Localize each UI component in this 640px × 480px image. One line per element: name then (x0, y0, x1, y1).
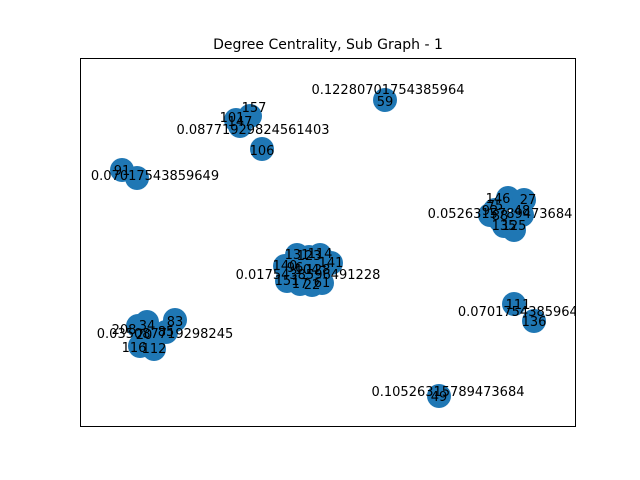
graph-node (502, 292, 526, 316)
node-label: 49 (431, 390, 448, 405)
graph-node (250, 137, 274, 161)
node-label: 135 (492, 219, 517, 234)
node-label: 151 (275, 274, 300, 289)
node-label: 147 (228, 115, 253, 130)
centrality-label: 0.0526315789473684 (428, 207, 573, 222)
figure-title: Degree Centrality, Sub Graph - 1 (213, 37, 443, 53)
graph-node (228, 114, 252, 138)
node-label: 104 (295, 263, 320, 278)
node-label: 141 (319, 256, 344, 271)
node-label: 101 (220, 111, 245, 126)
graph-node (522, 309, 546, 333)
centrality-label: 0.0175438596491228 (236, 268, 381, 283)
cluster-c59: 590.12280701754385964 (311, 83, 465, 112)
graph-node (427, 384, 451, 408)
node-label: 88 (492, 209, 509, 224)
node-label: 131 (285, 248, 310, 263)
node-label: 125 (502, 219, 527, 234)
node-label: 208 (112, 323, 137, 338)
node-label: 27 (520, 193, 537, 208)
centrality-label: 0.07017543859649 (91, 169, 219, 184)
axes-frame (80, 58, 576, 427)
graph-node (132, 323, 156, 347)
cluster-c49: 490.10526315789473684 (371, 384, 525, 408)
node-label: 83 (167, 315, 184, 330)
node-label: 17 (292, 277, 309, 292)
node-label: 106 (250, 144, 275, 159)
graph-node (373, 88, 397, 112)
graph-node (154, 320, 178, 344)
graph-node (310, 271, 334, 295)
centrality-label: 0.12280701754385964 (311, 83, 464, 98)
centrality-label: 0.035087719298245 (97, 327, 233, 342)
node-label: 128 (306, 263, 331, 278)
node-label: 22 (304, 278, 321, 293)
node-label: 61 (314, 276, 331, 291)
node-label: 48 (514, 204, 531, 219)
node-label: 20 (136, 328, 153, 343)
node-label: 116 (122, 341, 147, 356)
cluster-c91: 910.07017543859649 (91, 158, 219, 190)
centrality-label: 0.10526315789473684 (371, 385, 524, 400)
node-label: 136 (522, 315, 547, 330)
node-label: 111 (506, 298, 531, 313)
node-label: 157 (242, 101, 267, 116)
centrality-label: 0.07017543859649 (458, 305, 586, 320)
node-label: 91 (114, 164, 131, 179)
node-label: 75 (487, 199, 504, 214)
node-label: 112 (142, 342, 167, 357)
node-label: 114 (308, 247, 333, 262)
node-label: 85 (158, 325, 175, 340)
centrality-label: 0.08771929824561403 (176, 123, 329, 138)
node-label: 34 (139, 319, 156, 334)
node-label: 59 (377, 95, 394, 110)
node-label: 123 (297, 249, 322, 264)
graph-node (478, 203, 502, 227)
node-label: 96 (287, 261, 304, 276)
node-label: 146 (486, 192, 511, 207)
node-label: 92 (482, 204, 499, 219)
node-label: 140 (273, 259, 298, 274)
graph-node (125, 166, 149, 190)
